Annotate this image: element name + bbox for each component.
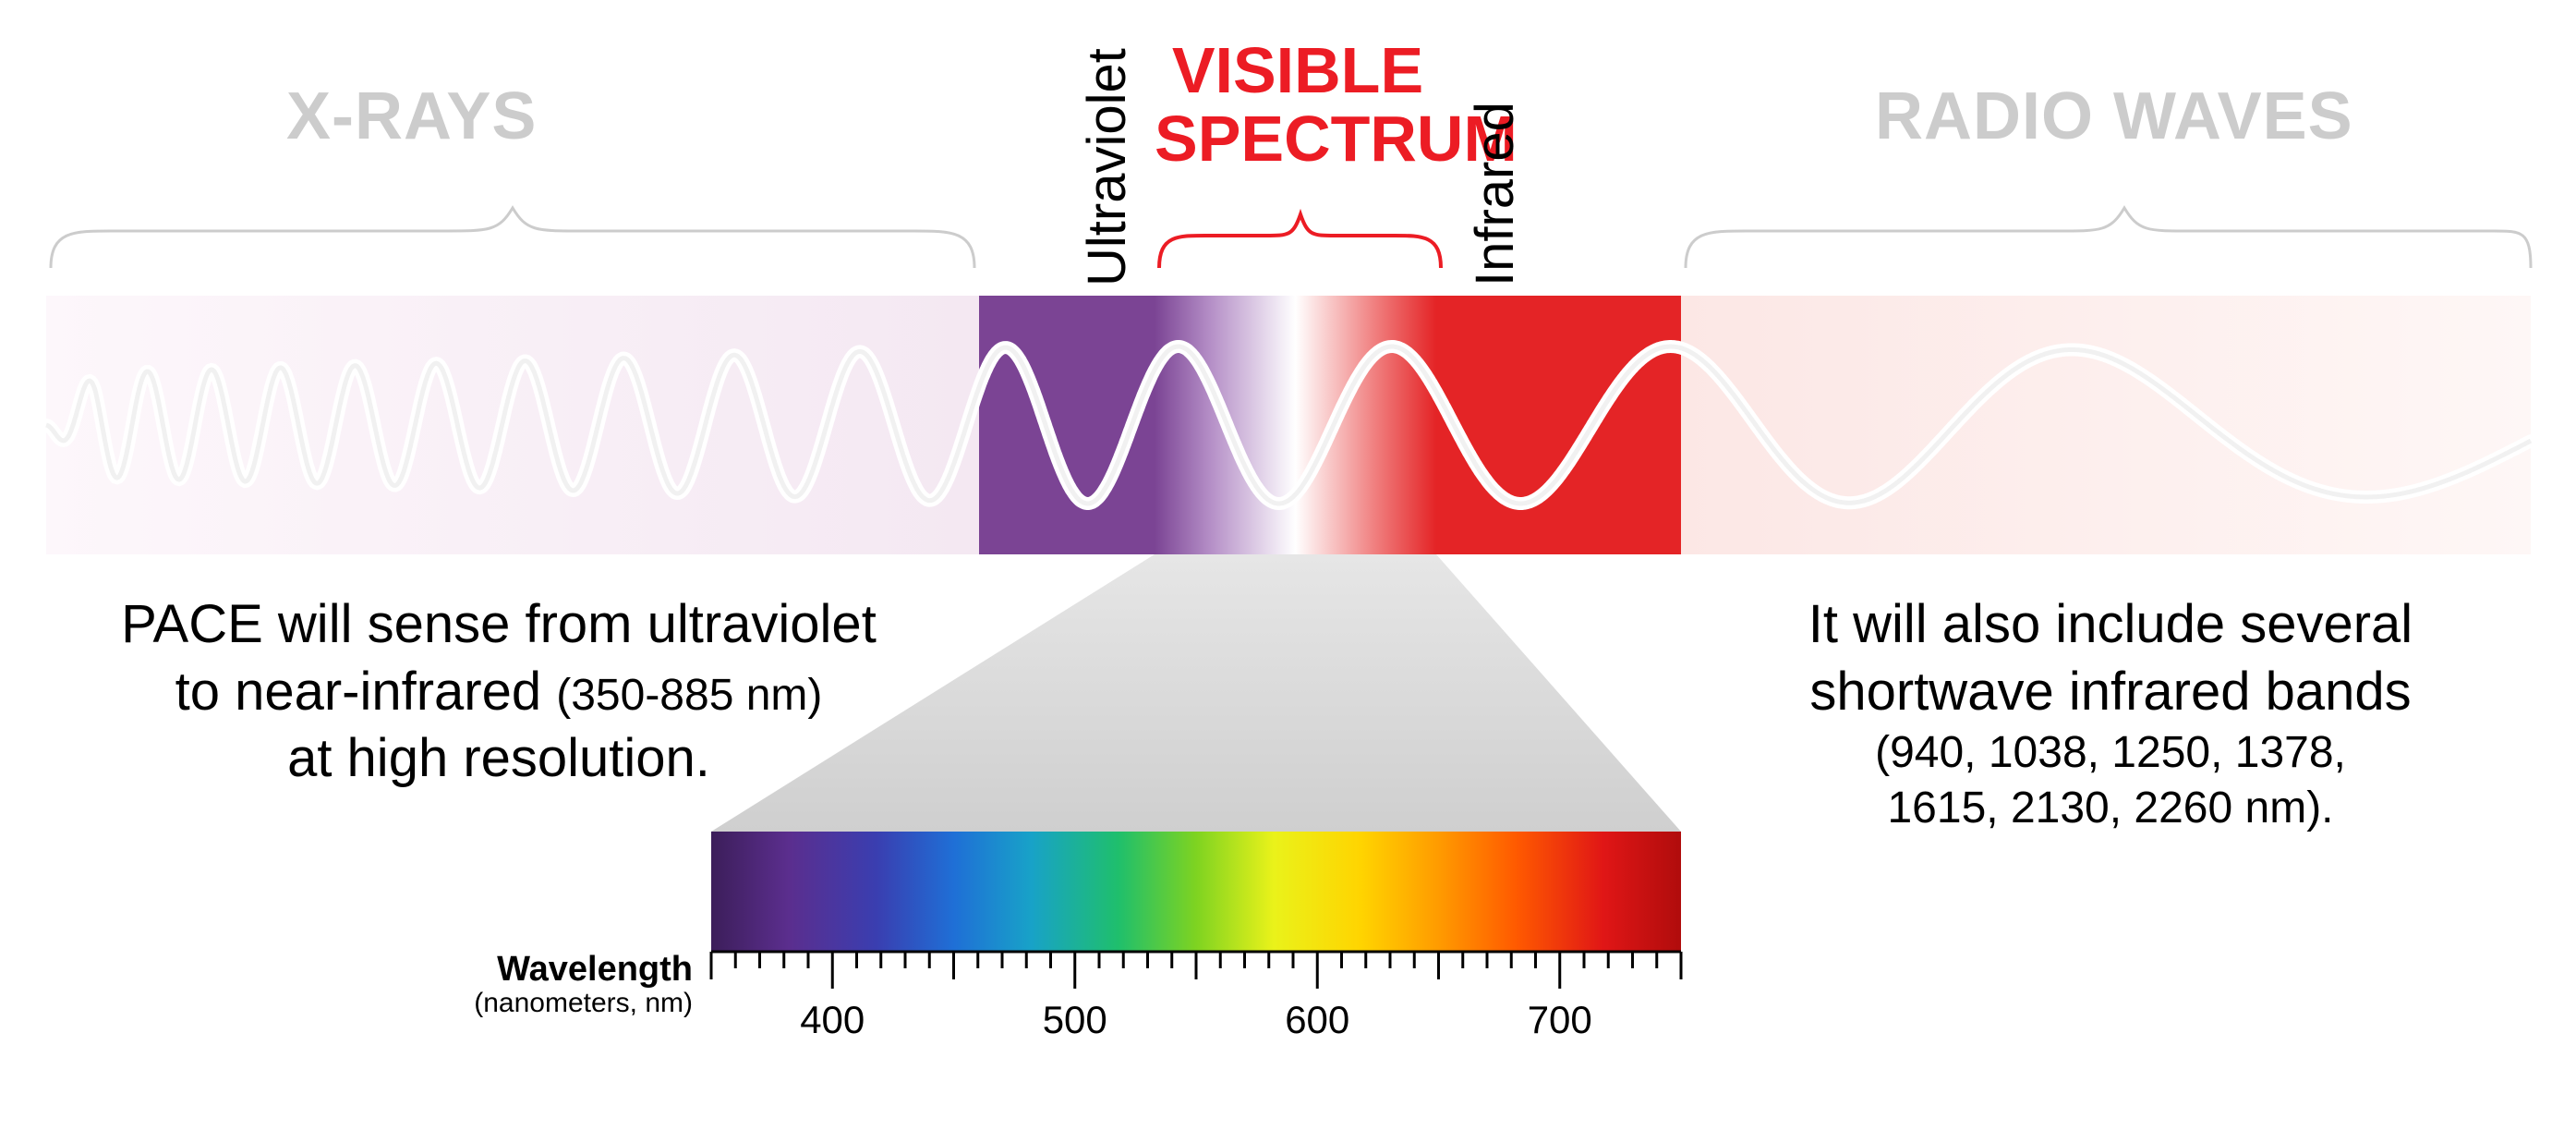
left-description: PACE will sense from ultraviolet to near… [37, 591, 961, 793]
tick-label-700: 700 [1514, 998, 1606, 1042]
left-line3: at high resolution. [37, 725, 961, 793]
right-line3: (940, 1038, 1250, 1378, [1681, 725, 2540, 781]
em-spectrum-diagram: X-RAYS RADIO WAVES VISIBLE SPECTRUM Ultr… [0, 0, 2576, 1130]
right-line1: It will also include several [1681, 591, 2540, 659]
wavelength-sub: (nanometers, nm) [397, 989, 693, 1018]
right-line4: 1615, 2130, 2260 nm). [1681, 781, 2540, 836]
right-line2: shortwave infrared bands [1681, 659, 2540, 726]
ticks-svg [0, 0, 2576, 1130]
left-line2: to near-infrared (350-885 nm) [37, 659, 961, 726]
tick-label-400: 400 [786, 998, 878, 1042]
wavelength-title: Wavelength [397, 952, 693, 989]
wavelength-label-block: Wavelength (nanometers, nm) [397, 952, 693, 1017]
right-description: It will also include several shortwave i… [1681, 591, 2540, 836]
tick-label-500: 500 [1029, 998, 1121, 1042]
left-line1: PACE will sense from ultraviolet [37, 591, 961, 659]
tick-label-600: 600 [1271, 998, 1363, 1042]
